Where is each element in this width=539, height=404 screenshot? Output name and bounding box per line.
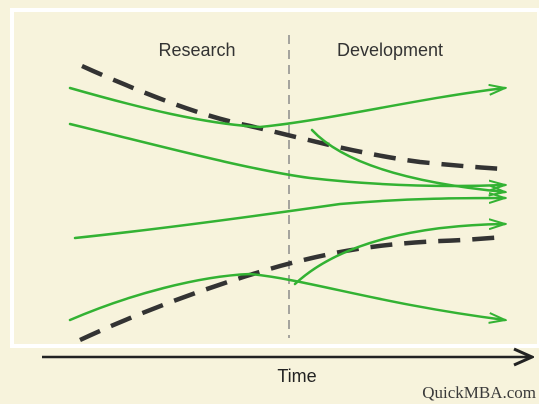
- dashed-paths: [79, 63, 506, 343]
- credit-text: QuickMBA.com: [422, 383, 536, 402]
- green-path-3: [310, 128, 505, 192]
- green-path-6: [68, 272, 505, 320]
- green-path-1: [68, 88, 505, 129]
- panel-frame: [10, 8, 539, 348]
- development-label: Development: [337, 40, 443, 60]
- green-paths: [68, 88, 505, 320]
- green-path-5: [293, 224, 505, 286]
- green-path-2: [68, 122, 505, 186]
- dashed-path-upper: [81, 63, 506, 172]
- dashed-path-lower: [79, 234, 506, 343]
- time-axis-label: Time: [277, 366, 316, 386]
- green-path-4: [73, 198, 505, 240]
- research-label: Research: [158, 40, 235, 60]
